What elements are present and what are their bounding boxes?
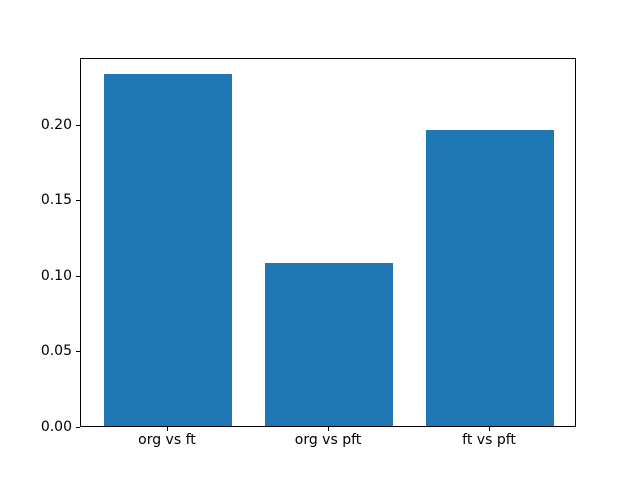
x-tick-label: org vs pft bbox=[294, 432, 362, 448]
bar-org-vs-ft bbox=[103, 73, 233, 426]
y-tick-mark bbox=[76, 200, 80, 202]
y-tick-mark bbox=[76, 275, 80, 277]
x-tick-mark bbox=[489, 427, 491, 431]
y-tick-label: 0.20 bbox=[40, 116, 72, 133]
x-tick-label: org vs ft bbox=[138, 432, 196, 448]
plot-area bbox=[80, 58, 576, 427]
x-tick-label: ft vs pft bbox=[462, 432, 516, 448]
y-tick-label: 0.15 bbox=[40, 192, 72, 209]
y-tick-mark bbox=[76, 427, 80, 428]
x-tick-mark bbox=[166, 427, 168, 431]
x-tick-mark bbox=[328, 427, 329, 431]
bar-ft-vs-pft bbox=[425, 129, 555, 426]
y-tick-label: 0.10 bbox=[40, 267, 72, 284]
y-tick-label: 0.05 bbox=[40, 343, 72, 360]
y-tick-mark bbox=[76, 351, 80, 353]
y-tick-label: 0.00 bbox=[40, 419, 72, 435]
bar-org-vs-pft bbox=[264, 262, 394, 426]
y-tick-mark bbox=[76, 124, 80, 126]
